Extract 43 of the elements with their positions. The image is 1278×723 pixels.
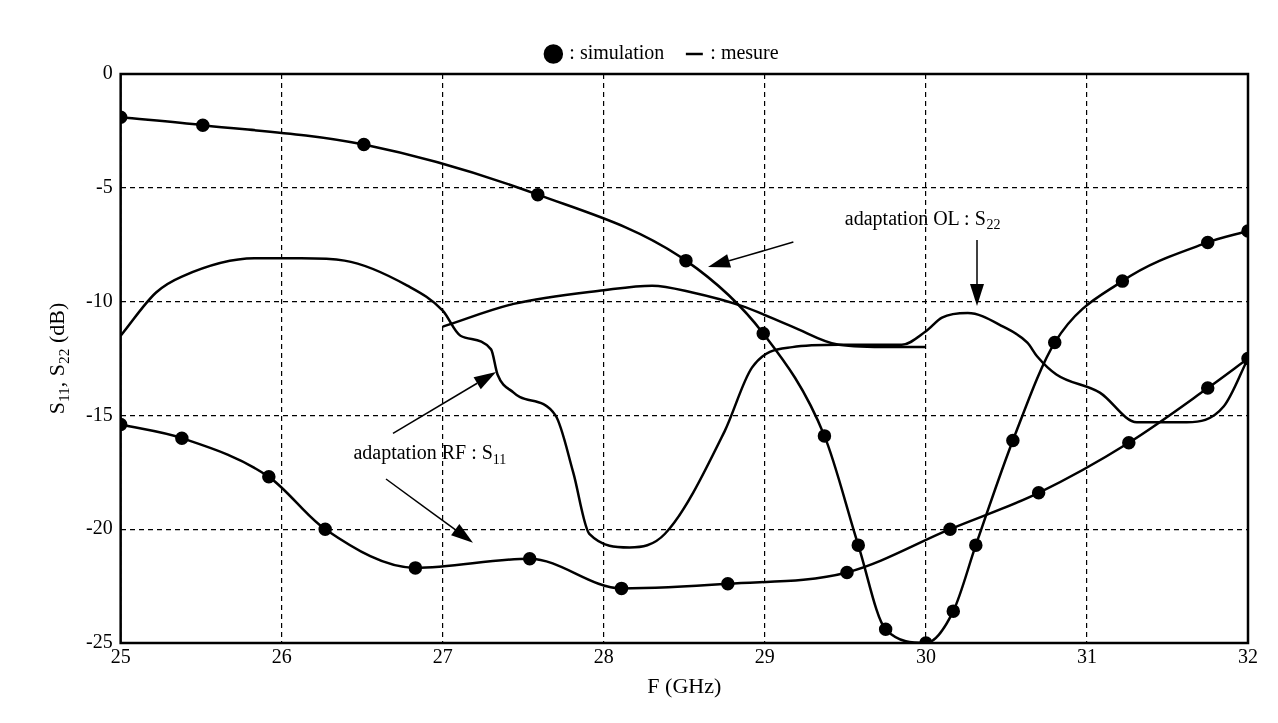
point (679, 253, 693, 268)
point (840, 565, 854, 580)
point (1200, 381, 1215, 395)
point (175, 431, 189, 445)
legend-label: : simulation (569, 41, 665, 64)
point (614, 581, 629, 596)
x-tick-label: 29 (754, 645, 775, 668)
point (262, 470, 276, 484)
y-tick-label: 0 (102, 61, 113, 84)
point (969, 538, 983, 552)
point (878, 622, 893, 637)
x-tick-label: 31 (1076, 645, 1097, 668)
y-tick-label: -10 (85, 288, 113, 311)
point (1122, 435, 1136, 450)
y-tick-label: -20 (85, 516, 113, 539)
y-tick-label: -25 (85, 630, 113, 653)
point (851, 538, 866, 552)
x-tick-label: 30 (915, 645, 936, 668)
point (756, 326, 770, 341)
point (1006, 433, 1020, 448)
point (721, 577, 735, 591)
x-axis-title: F (GHz) (647, 672, 722, 698)
point (1200, 235, 1215, 250)
y-tick-label: -15 (85, 402, 113, 425)
y-tick-label: -5 (95, 175, 113, 198)
x-tick-label: 26 (271, 645, 292, 668)
point (318, 522, 332, 536)
point (522, 552, 537, 566)
y-axis-title: S11, S22 (dB) (44, 302, 73, 415)
point (1115, 274, 1130, 288)
point (196, 118, 210, 132)
point (408, 561, 423, 575)
point (817, 429, 832, 443)
point (357, 137, 371, 152)
point (1047, 335, 1062, 350)
point (946, 604, 961, 618)
point (943, 522, 957, 536)
x-tick-label: 27 (432, 645, 453, 668)
x-tick-label: 28 (593, 645, 614, 668)
point (1031, 486, 1046, 500)
point (531, 187, 545, 202)
x-tick-label: 32 (1238, 645, 1258, 668)
legend-label: : mesure (710, 41, 779, 64)
